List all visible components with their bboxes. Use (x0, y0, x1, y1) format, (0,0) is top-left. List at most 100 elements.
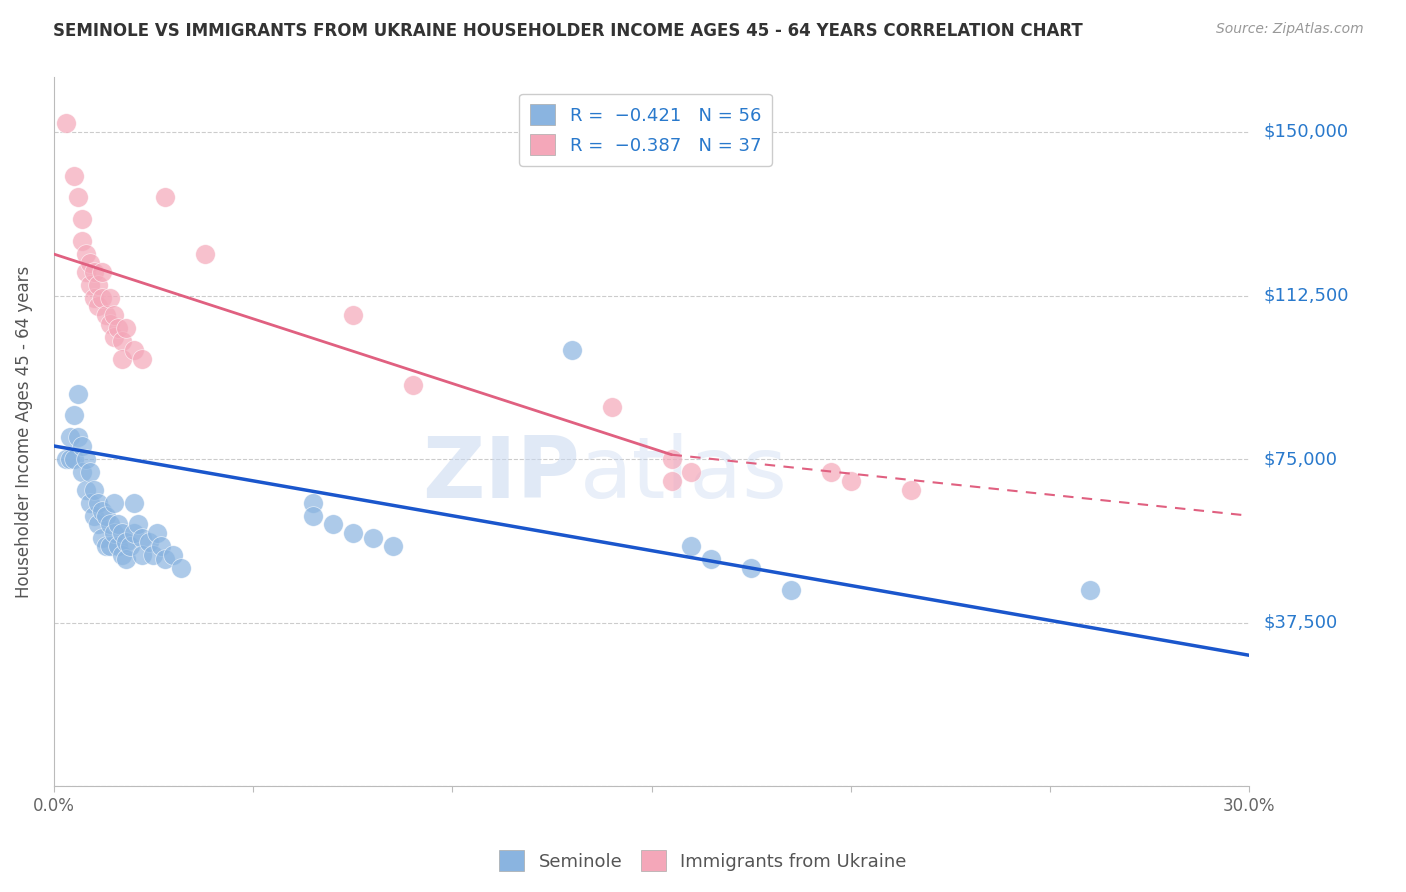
Text: $75,000: $75,000 (1264, 450, 1337, 468)
Point (681, 539, 703, 553)
Point (194, 247, 217, 261)
Point (138, 535, 160, 549)
Point (780, 582, 803, 597)
Point (561, 343, 583, 357)
Point (75, 452, 97, 467)
Point (600, 400, 623, 414)
Point (142, 548, 165, 562)
Text: $37,500: $37,500 (1264, 614, 1337, 632)
Point (79, 277, 101, 292)
Point (146, 526, 169, 541)
Point (681, 465, 703, 479)
Point (55, 116, 77, 130)
Y-axis label: Householder Income Ages 45 - 64 years: Householder Income Ages 45 - 64 years (15, 266, 32, 598)
Point (118, 539, 141, 553)
Point (75, 247, 97, 261)
Point (83, 508, 105, 523)
Point (700, 552, 723, 566)
Point (114, 321, 136, 335)
Point (155, 552, 177, 566)
Point (90, 264, 112, 278)
Point (70, 465, 93, 479)
Point (122, 343, 145, 357)
Point (70, 439, 93, 453)
Point (342, 308, 364, 322)
Point (90, 531, 112, 545)
Point (302, 496, 325, 510)
Point (107, 539, 129, 553)
Point (131, 351, 153, 366)
Point (401, 378, 423, 392)
Text: Source: ZipAtlas.com: Source: ZipAtlas.com (1216, 22, 1364, 37)
Point (342, 526, 364, 541)
Point (70, 212, 93, 227)
Point (103, 526, 125, 541)
Text: ZIP: ZIP (422, 433, 579, 516)
Point (131, 548, 153, 562)
Point (170, 561, 193, 575)
Point (114, 535, 136, 549)
Point (661, 452, 683, 467)
Point (131, 531, 153, 545)
Point (83, 483, 105, 497)
Point (66, 190, 89, 204)
Text: $112,500: $112,500 (1264, 286, 1348, 304)
Point (107, 321, 129, 335)
Point (59, 452, 82, 467)
Point (110, 334, 132, 349)
Point (820, 465, 842, 479)
Point (103, 330, 125, 344)
Legend: R =  −0.421   N = 56, R =  −0.387   N = 37: R = −0.421 N = 56, R = −0.387 N = 37 (519, 94, 772, 166)
Point (114, 552, 136, 566)
Point (127, 517, 149, 532)
Point (98, 517, 121, 532)
Point (79, 496, 101, 510)
Legend: Seminole, Immigrants from Ukraine: Seminole, Immigrants from Ukraine (492, 843, 914, 879)
Text: atlas: atlas (579, 433, 787, 516)
Point (98, 291, 121, 305)
Point (740, 561, 762, 575)
Point (62, 169, 84, 183)
Point (110, 526, 132, 541)
Point (83, 264, 105, 278)
Point (59, 430, 82, 444)
Point (839, 474, 862, 488)
Point (381, 539, 404, 553)
Point (94, 308, 117, 322)
Point (66, 386, 89, 401)
Point (110, 548, 132, 562)
Point (55, 452, 77, 467)
Point (361, 531, 384, 545)
Point (900, 483, 922, 497)
Point (98, 317, 121, 331)
Point (661, 474, 683, 488)
Point (86, 277, 108, 292)
Point (155, 190, 177, 204)
Point (162, 548, 184, 562)
Point (75, 264, 97, 278)
Point (302, 508, 325, 523)
Point (70, 234, 93, 248)
Point (122, 526, 145, 541)
Point (86, 496, 108, 510)
Point (122, 496, 145, 510)
Point (150, 539, 173, 553)
Point (322, 517, 344, 532)
Point (103, 496, 125, 510)
Point (79, 256, 101, 270)
Point (83, 291, 105, 305)
Point (110, 351, 132, 366)
Point (62, 409, 84, 423)
Point (107, 517, 129, 532)
Text: SEMINOLE VS IMMIGRANTS FROM UKRAINE HOUSEHOLDER INCOME AGES 45 - 64 YEARS CORREL: SEMINOLE VS IMMIGRANTS FROM UKRAINE HOUS… (53, 22, 1083, 40)
Text: $150,000: $150,000 (1264, 123, 1348, 141)
Point (1078, 582, 1101, 597)
Point (98, 539, 121, 553)
Point (103, 308, 125, 322)
Point (90, 504, 112, 518)
Point (66, 430, 89, 444)
Point (86, 300, 108, 314)
Point (79, 465, 101, 479)
Point (90, 291, 112, 305)
Point (75, 483, 97, 497)
